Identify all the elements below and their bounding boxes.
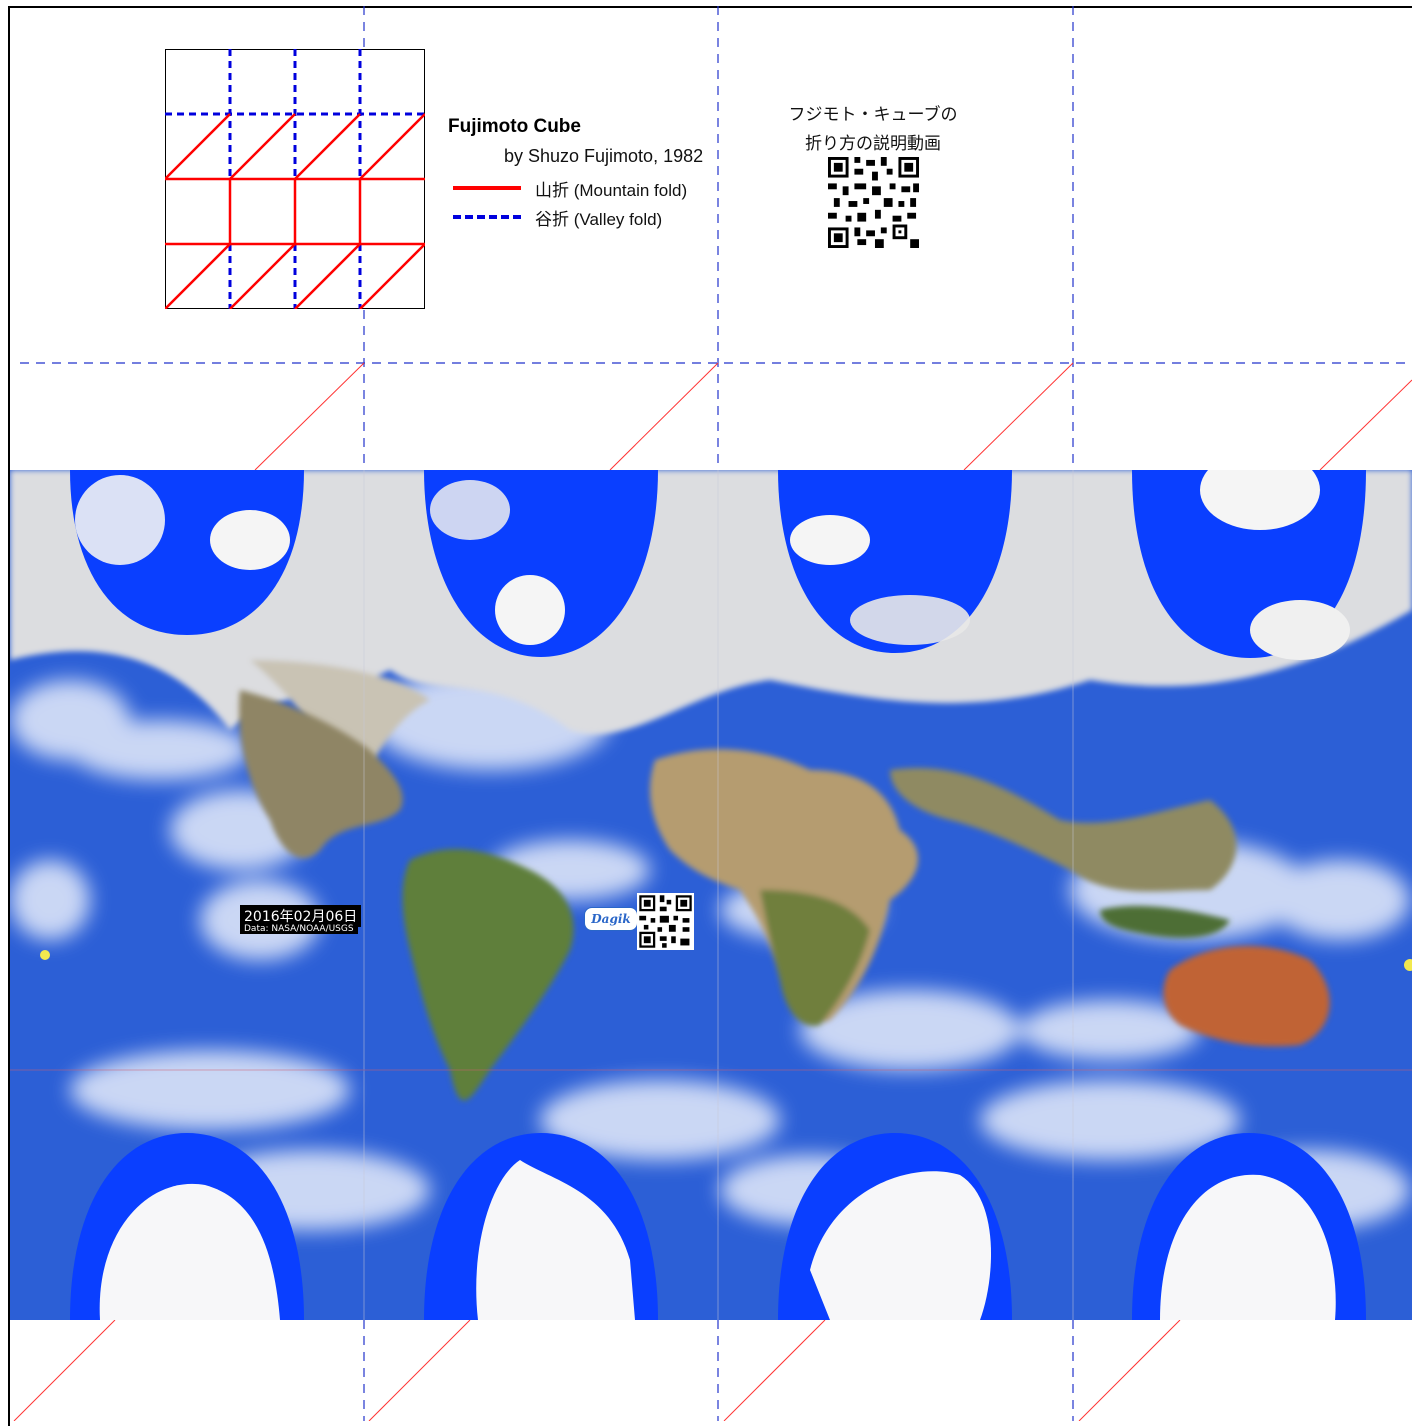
map-qr-code-icon[interactable] xyxy=(637,893,694,950)
data-credit-label: Data: NASA/NOAA/USGS xyxy=(240,924,358,934)
legend-mountain: 山折 (Mountain fold) xyxy=(453,176,687,200)
video-caption-line2: 折り方の説明動画 xyxy=(805,134,941,154)
valley-fold-swatch xyxy=(453,215,521,219)
video-caption-line1: フジモト・キューブの xyxy=(788,105,958,125)
valley-fold-label: 谷折 (Valley fold) xyxy=(535,209,663,229)
page-border xyxy=(8,6,1412,1426)
fold-diagram xyxy=(165,49,425,309)
legend-valley: 谷折 (Valley fold) xyxy=(453,205,662,229)
qr-code-icon[interactable] xyxy=(827,157,920,248)
date-label: 2016年02月06日 xyxy=(240,905,362,927)
earth-map xyxy=(10,470,1412,1320)
mountain-fold-label: 山折 (Mountain fold) xyxy=(535,180,688,200)
mountain-fold-swatch xyxy=(453,186,521,190)
diagram-byline: by Shuzo Fujimoto, 1982 xyxy=(504,146,704,166)
diagram-title: Fujimoto Cube xyxy=(448,116,581,137)
dagik-logo: Dagik xyxy=(584,907,638,931)
